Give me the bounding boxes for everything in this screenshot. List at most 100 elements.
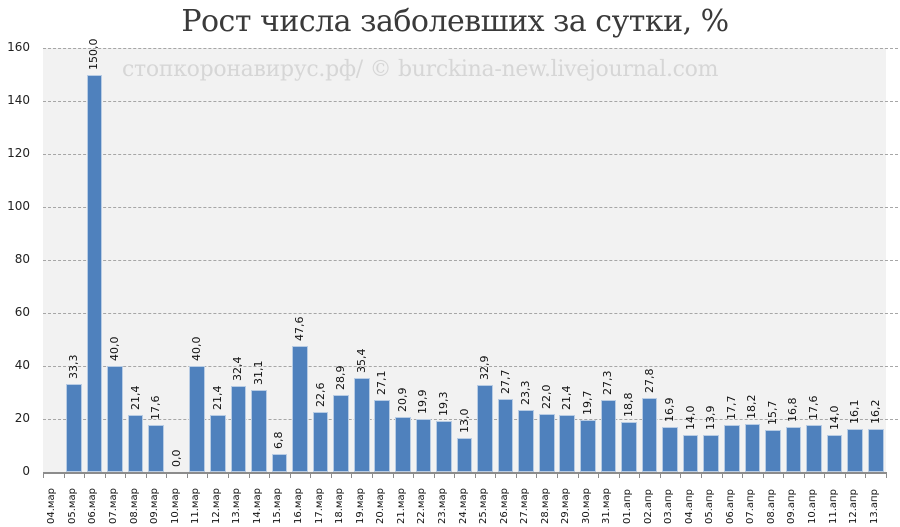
x-tick-mark (43, 472, 44, 478)
data-label: 21,4 (560, 385, 574, 411)
bar (230, 386, 247, 472)
x-tick-mark (680, 472, 682, 478)
data-label: 19,9 (416, 389, 430, 415)
bar (765, 430, 781, 472)
bar (415, 419, 432, 472)
bar (107, 366, 123, 472)
x-tick-label: 25.мар (478, 488, 490, 524)
x-tick-label: 05.апр (704, 489, 716, 524)
x-tick-mark (865, 472, 867, 478)
x-tick-label: 24.мар (457, 488, 469, 524)
data-label: 35,4 (354, 348, 368, 374)
x-tick-label: 03.апр (663, 489, 675, 524)
data-label: 21,4 (210, 385, 224, 411)
x-tick-label: 30.мар (580, 488, 592, 524)
bar (189, 366, 206, 472)
y-tick-label: 160 (7, 40, 30, 54)
x-tick-label: 04.апр (683, 489, 695, 524)
data-label: 16,9 (663, 397, 677, 423)
data-label: 17,6 (807, 395, 821, 421)
bar (785, 427, 802, 472)
x-tick-mark (330, 472, 332, 478)
x-tick-mark (659, 472, 661, 478)
x-tick-mark (639, 472, 641, 478)
x-tick-label: 10.мар (169, 488, 181, 524)
data-label: 40,0 (190, 336, 204, 362)
data-label: 32,4 (231, 356, 245, 382)
x-tick-mark (413, 472, 415, 478)
x-tick-label: 12.мар (210, 488, 222, 524)
gridline (43, 260, 898, 261)
data-label: 28,9 (334, 365, 348, 391)
gridline (43, 313, 898, 314)
x-tick-mark (557, 472, 559, 478)
chart-title: Рост числа заболевших за сутки, % (181, 4, 729, 39)
x-tick-label: 20.мар (375, 488, 387, 524)
data-label: 19,7 (580, 390, 594, 415)
data-label: 16,2 (868, 399, 882, 425)
bar (518, 410, 534, 472)
bar (148, 425, 164, 472)
x-tick-mark (700, 472, 702, 478)
x-tick-mark (310, 472, 312, 478)
bar (744, 423, 761, 472)
bar (497, 398, 514, 472)
bar (580, 419, 596, 472)
x-tick-mark (125, 472, 127, 478)
data-label: 27,3 (601, 370, 615, 395)
x-tick-mark (433, 472, 435, 478)
x-tick-label: 11.мар (190, 488, 202, 524)
bar (251, 389, 267, 472)
x-tick-mark (228, 472, 230, 478)
bar (847, 429, 863, 472)
x-tick-label: 13.апр (868, 489, 880, 524)
x-tick-label: 28.мар (539, 488, 551, 524)
x-tick-label: 21.мар (395, 488, 407, 524)
x-tick-mark (886, 472, 887, 478)
gridline (43, 101, 898, 102)
gridline (43, 419, 898, 420)
x-tick-mark (824, 472, 826, 478)
bar (723, 425, 740, 472)
data-label: 33,3 (66, 354, 80, 379)
y-tick-label: 40 (14, 358, 30, 372)
x-tick-mark (742, 472, 744, 478)
data-label: 16,1 (848, 399, 862, 425)
data-label: 27,7 (498, 369, 512, 394)
data-label: 17,7 (724, 395, 738, 421)
y-tick-label: 0 (22, 464, 30, 478)
data-label: 27,1 (375, 370, 389, 396)
bar (662, 427, 678, 472)
x-tick-mark (351, 472, 353, 478)
x-tick-label: 27.мар (519, 488, 531, 524)
x-tick-mark (371, 472, 373, 478)
x-tick-mark (166, 472, 168, 478)
data-label: 15,7 (765, 400, 779, 426)
data-label: 23,3 (519, 380, 533, 406)
x-tick-label: 07.апр (745, 489, 757, 524)
x-axis (43, 472, 886, 474)
x-tick-label: 02.апр (642, 489, 654, 524)
bar (621, 422, 637, 472)
bar (600, 399, 617, 472)
data-label: 18,8 (621, 392, 635, 418)
x-tick-label: 18.мар (334, 488, 346, 524)
x-tick-mark (289, 472, 291, 478)
x-tick-mark (721, 472, 723, 478)
y-tick-label: 20 (14, 411, 30, 425)
bar (559, 415, 576, 472)
x-tick-mark (186, 472, 188, 478)
data-label: 22,0 (539, 384, 553, 409)
bar (806, 425, 822, 472)
x-tick-label: 10.апр (807, 489, 819, 524)
x-tick-mark (577, 472, 579, 478)
gridline (43, 366, 898, 367)
x-tick-label: 12.апр (848, 489, 860, 524)
x-tick-label: 26.мар (498, 488, 510, 524)
data-label: 47,6 (293, 316, 306, 341)
data-label: 31,1 (251, 360, 265, 385)
bar (867, 429, 884, 472)
x-tick-mark (515, 472, 517, 478)
gridline (43, 154, 898, 155)
bar (641, 398, 658, 472)
